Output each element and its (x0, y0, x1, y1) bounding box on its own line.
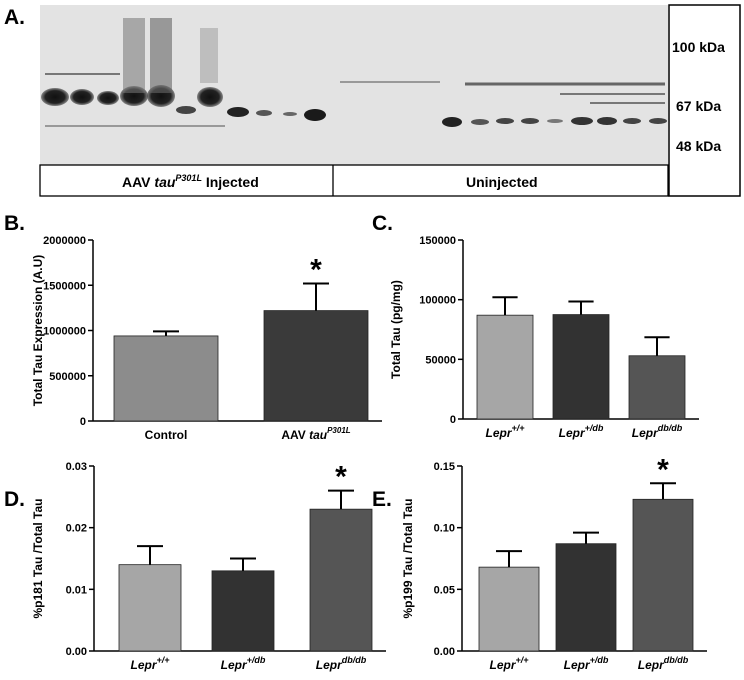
x-tick-label: Leprdb/db (632, 423, 683, 440)
blot-bands-uninjected (340, 81, 667, 127)
x-tick-label: Lepr+/db (559, 423, 604, 440)
mw-marker-67: 67 kDa (676, 98, 721, 114)
blot-band (176, 106, 196, 114)
group-label-injected: AAV tauP301L Injected (122, 173, 259, 190)
mw-marker-100: 100 kDa (672, 39, 725, 55)
x-tick-label: AAV tauP301L (281, 426, 350, 442)
blot-bands-injected (41, 18, 326, 127)
y-tick-label: 0 (450, 414, 456, 426)
x-tick-label: Leprdb/db (316, 655, 367, 672)
blot-band (41, 88, 69, 106)
x-tick-label: Lepr+/+ (485, 423, 525, 440)
significance-marker: * (335, 461, 347, 494)
y-tick-label: 0.05 (434, 584, 455, 596)
group-bracket (39, 164, 669, 197)
bar (555, 543, 617, 652)
panel-c-label: C. (372, 212, 393, 235)
x-tick-label: Lepr+/+ (130, 655, 170, 672)
panel-a-label: A. (4, 6, 25, 29)
mw-marker-48: 48 kDa (676, 138, 721, 154)
y-tick-label: 500000 (49, 371, 86, 383)
blot-band (283, 112, 297, 116)
bar (113, 335, 219, 422)
y-tick-label: 50000 (425, 354, 456, 366)
bar (476, 314, 534, 420)
panel-e-label: E. (372, 488, 392, 511)
blot-band (442, 117, 462, 127)
y-axis-label: %p199 Tau /Total Tau (401, 498, 415, 618)
x-tick-label: Lepr+/db (564, 655, 609, 672)
y-tick-label: 0.03 (66, 461, 87, 473)
x-tick-label: Leprdb/db (638, 655, 689, 672)
bar (632, 498, 694, 652)
blot-smear (150, 18, 172, 93)
y-tick-label: 1500000 (43, 280, 86, 292)
blot-band (547, 119, 563, 123)
blot-smear (123, 18, 145, 93)
blot-band (304, 109, 326, 121)
blot-band (521, 118, 539, 124)
y-tick-label: 0.00 (434, 646, 455, 658)
y-tick-label: 2000000 (43, 235, 86, 247)
blot-band (256, 110, 272, 116)
bar (309, 508, 373, 652)
y-tick-label: 0.02 (66, 523, 87, 535)
y-axis-label: %p181 Tau /Total Tau (31, 498, 45, 618)
panel-b-label: B. (4, 212, 25, 235)
bar (263, 310, 369, 422)
significance-marker: * (310, 253, 322, 286)
blot-band (471, 119, 489, 125)
x-tick-label: Lepr+/db (221, 655, 266, 672)
blot-band (97, 91, 119, 105)
blot-band (623, 118, 641, 124)
y-tick-label: 1000000 (43, 326, 86, 338)
mw-marker-box (668, 4, 741, 197)
y-axis-label: Total Tau Expression (A.U) (31, 255, 45, 407)
y-axis-label: Total Tau (pg/mg) (389, 280, 403, 379)
blot-band (70, 89, 94, 105)
y-tick-label: 0.01 (66, 584, 87, 596)
y-tick-label: 150000 (419, 235, 456, 247)
group-label-uninjected: Uninjected (466, 174, 538, 190)
y-tick-label: 0.10 (434, 523, 455, 535)
x-tick-label: Control (145, 428, 188, 442)
western-blot: AAV tauP301L Injected Uninjected 100 kDa… (39, 4, 741, 197)
panel-d-label: D. (4, 488, 25, 511)
blot-band (597, 117, 617, 125)
bar (552, 314, 610, 420)
significance-marker: * (657, 453, 669, 486)
bar (478, 566, 540, 652)
x-tick-label: Lepr+/+ (489, 655, 529, 672)
y-tick-label: 0.00 (66, 646, 87, 658)
y-tick-label: 0 (80, 416, 86, 428)
blot-band (197, 87, 223, 107)
bar (118, 564, 182, 652)
blot-band (496, 118, 514, 124)
y-tick-label: 100000 (419, 295, 456, 307)
blot-smear (200, 28, 218, 83)
bar (628, 355, 686, 420)
blot-band (571, 117, 593, 125)
blot-band (649, 118, 667, 124)
blot-band (227, 107, 249, 117)
y-tick-label: 0.15 (434, 461, 455, 473)
